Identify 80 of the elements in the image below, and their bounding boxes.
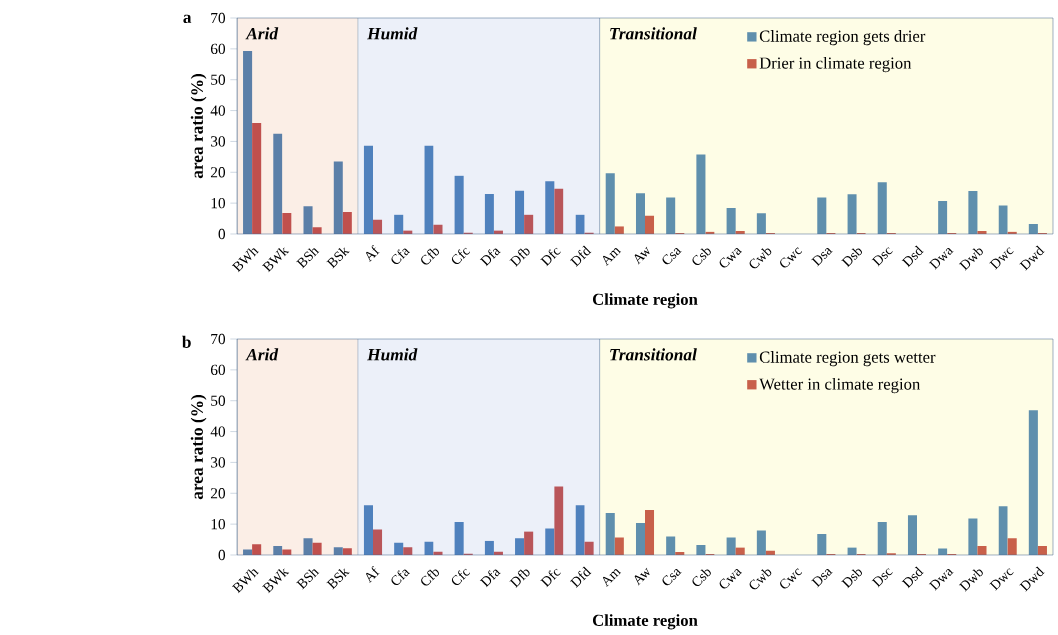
- x-tick-label: Csa: [662, 248, 682, 265]
- legend-label: Wetter in climate region: [759, 377, 921, 394]
- x-tick-label: Dsc: [871, 568, 893, 588]
- x-tick-label: Cfc: [451, 568, 471, 586]
- x-tick-label: Aw: [634, 246, 650, 265]
- x-tick-label: Dfb: [509, 569, 530, 588]
- x-tick-label: Dwa: [928, 569, 954, 591]
- band-label: Transitional: [610, 348, 697, 361]
- x-tick-label: Aw: [634, 567, 650, 586]
- y-axis-title: area ratio (%): [190, 73, 207, 179]
- chart-title: a: [183, 14, 192, 24]
- chart-title: b: [182, 335, 191, 348]
- x-tick-label: Dwc: [989, 247, 1014, 270]
- x-tick-label: Dfd: [569, 566, 592, 588]
- x-tick-label: Dwb: [958, 569, 983, 592]
- x-tick-label: BSk: [326, 568, 350, 590]
- legend-label: Climate region gets drier: [759, 30, 926, 46]
- y-axis-title: area ratio (%): [190, 394, 207, 500]
- legend-label: Drier in climate region: [759, 56, 912, 73]
- x-tick-label: Dsd: [901, 566, 924, 589]
- x-tick-label: Cwb: [749, 248, 772, 269]
- y-tick-label: 20: [210, 167, 226, 178]
- x-tick-label: Dsb: [841, 248, 862, 268]
- y-tick-label: 50: [211, 74, 226, 85]
- x-tick-label: Cfb: [421, 569, 439, 586]
- x-tick-label: Dsa: [811, 569, 833, 588]
- y-tick-label: 50: [211, 395, 226, 406]
- x-tick-label: Dfb: [509, 248, 530, 267]
- x-tick-label: Dfa: [479, 569, 501, 588]
- x-tick-label: Dsa: [811, 248, 833, 267]
- x-tick-label: Am: [602, 569, 622, 588]
- x-tick-label: Dsd: [901, 245, 924, 268]
- y-tick-label: 20: [210, 488, 226, 499]
- x-tick-label: Cwc: [780, 568, 803, 589]
- x-tick-label: BSh: [296, 248, 320, 269]
- y-tick-label: 30: [211, 136, 226, 147]
- x-tick-label: Dwb: [958, 248, 983, 271]
- x-tick-label: Dsb: [841, 569, 862, 589]
- x-tick-label: Csa: [662, 569, 682, 586]
- x-tick-label: Cfa: [391, 569, 411, 586]
- x-tick-label: Cfc: [451, 247, 471, 265]
- x-tick-label: Cwa: [719, 248, 743, 268]
- x-tick-label: Af: [366, 565, 380, 584]
- x-tick-label: Dfc: [540, 247, 561, 267]
- x-tick-label: Cwc: [780, 247, 803, 268]
- x-tick-label: Dfa: [479, 248, 501, 267]
- x-tick-label: Am: [602, 248, 622, 267]
- y-tick-label: 10: [211, 197, 226, 209]
- y-tick-label: 70: [211, 333, 226, 345]
- band-label: Arid: [245, 27, 279, 40]
- y-tick-label: 70: [211, 12, 226, 24]
- x-tick-label: Dwa: [928, 248, 954, 270]
- x-tick-label: Cfa: [391, 248, 411, 265]
- x-tick-label: Cfb: [421, 248, 439, 265]
- y-tick-label: 30: [211, 457, 226, 468]
- x-tick-label: Cwa: [719, 569, 743, 589]
- band-label: Humid: [367, 27, 418, 40]
- y-tick-label: 40: [210, 426, 226, 437]
- x-tick-label: Csb: [692, 248, 711, 266]
- x-tick-label: Dsc: [871, 247, 893, 267]
- x-tick-label: Dfc: [540, 568, 561, 588]
- y-tick-label: 0: [218, 549, 226, 561]
- y-tick-label: 60: [210, 43, 226, 55]
- y-tick-label: 40: [210, 105, 226, 116]
- x-axis-title: Climate region: [592, 614, 698, 630]
- x-tick-label: BSh: [296, 569, 320, 590]
- x-tick-label: Dwc: [989, 568, 1014, 591]
- x-tick-label: BSk: [326, 247, 350, 269]
- x-tick-label: Af: [366, 244, 380, 263]
- x-tick-label: Csb: [692, 569, 711, 587]
- legend-label: Climate region gets wetter: [759, 351, 936, 367]
- y-tick-label: 60: [210, 364, 226, 376]
- x-axis-title: Climate region: [592, 293, 698, 309]
- band-label: Arid: [245, 348, 279, 361]
- band-label: Transitional: [610, 27, 697, 40]
- x-tick-label: Dfd: [569, 245, 592, 267]
- band-label: Humid: [367, 348, 418, 361]
- x-tick-label: Cwb: [749, 569, 772, 590]
- y-tick-label: 0: [218, 228, 226, 240]
- y-tick-label: 10: [211, 518, 226, 530]
